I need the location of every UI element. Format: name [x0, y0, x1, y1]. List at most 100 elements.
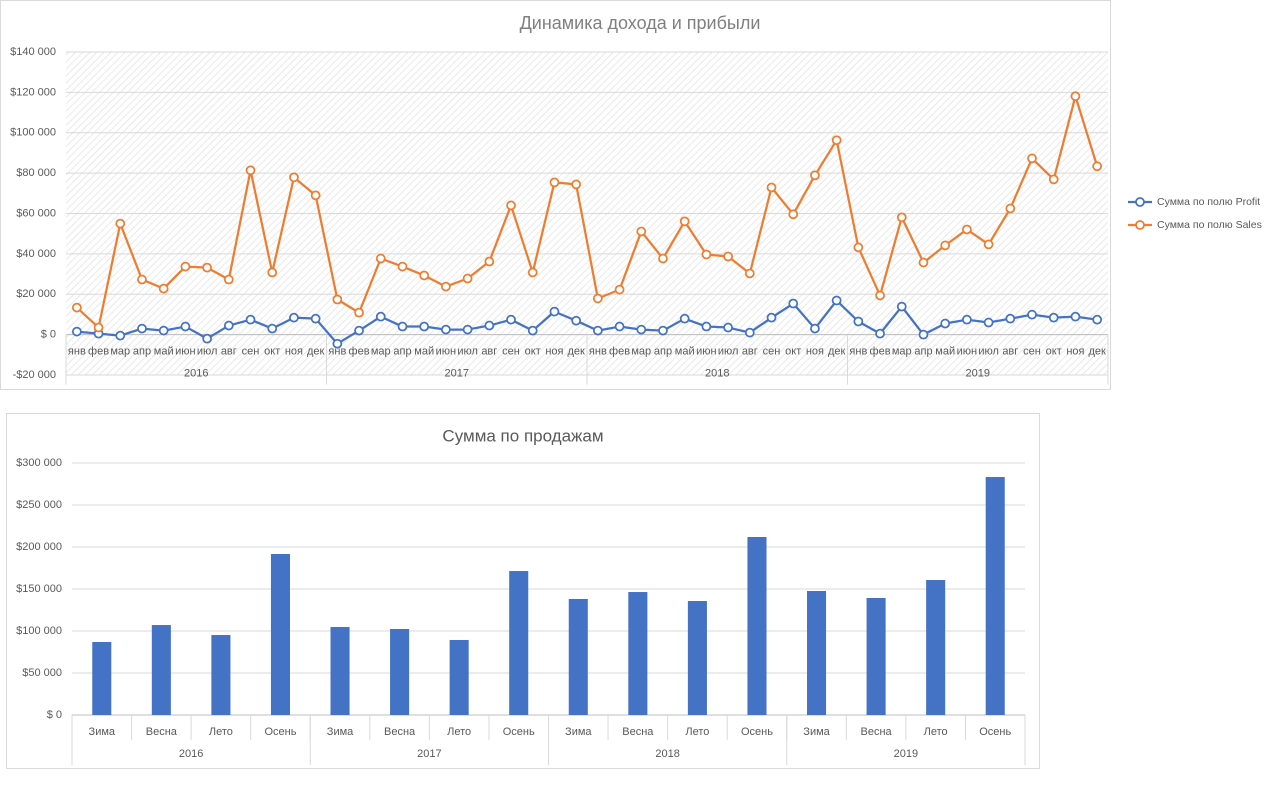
bar [687, 601, 707, 715]
marker [245, 165, 256, 176]
marker [441, 281, 451, 292]
x-tick-label: апр [133, 346, 151, 358]
x-tick-label: апр [393, 346, 411, 358]
marker [267, 267, 278, 278]
marker [1027, 153, 1037, 164]
x-tick-label: ноя [806, 346, 824, 358]
y-tick-label: $200 000 [16, 541, 62, 553]
marker [766, 312, 777, 323]
marker [592, 293, 603, 304]
x-tick-label: сен [1023, 346, 1041, 358]
x-tick-label: дек [307, 346, 325, 358]
x-tick-label: ноя [285, 346, 303, 358]
x-tick-label: Весна [622, 726, 654, 738]
marker [484, 320, 495, 331]
marker [766, 182, 777, 193]
x-tick-label: май [935, 346, 955, 358]
group-label: 2017 [417, 748, 441, 760]
y-tick-label: -$20 000 [13, 369, 56, 381]
marker [831, 295, 842, 306]
x-tick-label: дек [828, 346, 846, 358]
marker [310, 190, 321, 201]
marker [701, 249, 712, 260]
marker [592, 325, 603, 336]
marker [571, 315, 582, 326]
marker [1092, 161, 1103, 172]
bar [330, 626, 350, 715]
marker [71, 302, 82, 313]
x-tick-label: мар [371, 346, 391, 358]
marker [1048, 312, 1059, 323]
marker [375, 253, 386, 264]
marker [875, 328, 885, 339]
x-tick-label: Осень [503, 726, 535, 738]
x-tick-label: фев [609, 346, 630, 358]
x-tick-label: янв [589, 346, 607, 358]
x-tick-label: янв [849, 346, 867, 358]
group-label: 2018 [705, 368, 729, 380]
marker [614, 284, 625, 295]
x-tick-label: Весна [384, 726, 416, 738]
marker [679, 313, 690, 324]
marker [115, 218, 126, 229]
y-tick-label: $60 000 [16, 207, 56, 219]
bar [270, 553, 290, 715]
x-tick-label: июл [197, 346, 218, 358]
x-tick-label: Осень [979, 726, 1011, 738]
x-tick-label: май [414, 346, 434, 358]
x-tick-label: Осень [741, 726, 773, 738]
marker [853, 316, 864, 327]
marker [614, 321, 625, 332]
x-tick-label: июн [957, 346, 977, 358]
marker [137, 323, 147, 334]
marker [158, 325, 169, 336]
y-tick-label: $250 000 [16, 499, 62, 511]
marker [571, 179, 582, 190]
x-tick-label: май [154, 346, 174, 358]
legend-marker [1135, 220, 1145, 230]
y-tick-label: $20 000 [16, 288, 56, 300]
bar [926, 580, 946, 715]
bar [807, 591, 827, 715]
x-tick-label: фев [870, 346, 891, 358]
marker [896, 301, 907, 312]
marker [202, 333, 212, 344]
x-tick-label: ноя [1066, 346, 1084, 358]
x-tick-label: апр [654, 346, 672, 358]
x-tick-label: Лето [685, 726, 709, 738]
marker [527, 325, 538, 336]
y-tick-label: $120 000 [10, 86, 56, 98]
bar [151, 625, 171, 715]
x-tick-label: июл [978, 346, 999, 358]
marker [853, 242, 864, 253]
bar [390, 628, 410, 715]
x-tick-label: окт [785, 346, 801, 358]
x-tick-label: авг [1002, 346, 1018, 358]
x-tick-label: фев [349, 346, 370, 358]
y-tick-label: $50 000 [22, 667, 62, 679]
marker [289, 312, 299, 323]
y-tick-label: $150 000 [16, 583, 62, 595]
x-tick-label: июл [457, 346, 478, 358]
marker [723, 251, 733, 262]
marker [180, 321, 191, 332]
marker [983, 239, 994, 250]
marker [940, 240, 951, 251]
x-tick-label: окт [1046, 346, 1062, 358]
marker [875, 290, 885, 301]
marker [397, 321, 408, 332]
marker [744, 327, 755, 338]
marker [679, 216, 690, 227]
marker [354, 307, 364, 318]
marker [289, 172, 299, 183]
bar [92, 642, 112, 715]
marker [636, 324, 647, 335]
marker [245, 314, 256, 325]
marker [1070, 91, 1081, 102]
legend-marker [1135, 197, 1145, 207]
marker [180, 261, 191, 272]
bar [211, 635, 231, 715]
x-tick-label: окт [525, 346, 541, 358]
x-tick-label: Зима [565, 726, 592, 738]
